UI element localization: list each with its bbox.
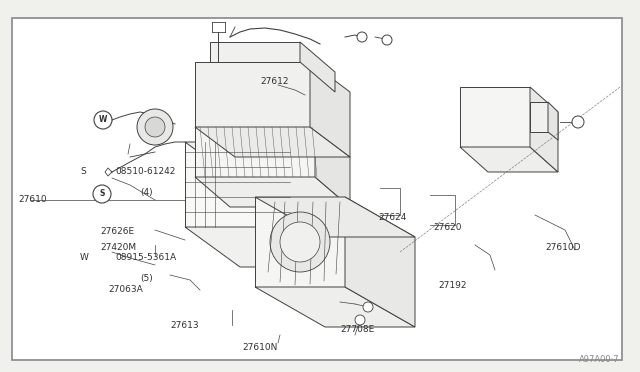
Text: 27420M: 27420M <box>100 244 136 253</box>
Text: A97A00·7: A97A00·7 <box>579 355 620 364</box>
Text: 27192: 27192 <box>438 280 467 289</box>
Circle shape <box>137 109 173 145</box>
Circle shape <box>355 315 365 325</box>
Polygon shape <box>185 142 290 227</box>
Polygon shape <box>315 127 350 207</box>
Text: W: W <box>99 115 107 125</box>
Text: 27620: 27620 <box>433 224 461 232</box>
Polygon shape <box>530 102 548 132</box>
Text: 27626E: 27626E <box>100 228 134 237</box>
Polygon shape <box>210 42 300 62</box>
Polygon shape <box>185 142 345 182</box>
Polygon shape <box>255 197 345 287</box>
Text: 27612: 27612 <box>260 77 289 87</box>
Polygon shape <box>345 197 415 327</box>
Polygon shape <box>530 87 558 172</box>
Text: W: W <box>80 253 89 263</box>
Polygon shape <box>300 42 335 92</box>
Text: 27610N: 27610N <box>242 343 277 353</box>
Polygon shape <box>195 62 310 127</box>
Polygon shape <box>310 62 350 157</box>
Circle shape <box>572 116 584 128</box>
Text: 08915-5361A: 08915-5361A <box>115 253 176 263</box>
Polygon shape <box>195 177 350 207</box>
Text: 27610: 27610 <box>18 196 47 205</box>
Ellipse shape <box>270 212 330 272</box>
Polygon shape <box>460 87 530 147</box>
Text: S: S <box>99 189 105 199</box>
Text: 27624: 27624 <box>378 214 406 222</box>
Polygon shape <box>185 227 345 267</box>
Polygon shape <box>195 127 315 177</box>
Text: 27708E: 27708E <box>340 326 374 334</box>
Polygon shape <box>460 147 558 172</box>
Circle shape <box>93 185 111 203</box>
Text: 27063A: 27063A <box>108 285 143 295</box>
Polygon shape <box>255 197 415 237</box>
Text: (5): (5) <box>140 273 153 282</box>
Polygon shape <box>195 127 350 157</box>
Text: S: S <box>80 167 86 176</box>
Text: 27610D: 27610D <box>545 244 580 253</box>
Circle shape <box>357 32 367 42</box>
Polygon shape <box>290 142 345 267</box>
Circle shape <box>382 35 392 45</box>
Polygon shape <box>255 287 415 327</box>
Text: 08510-61242: 08510-61242 <box>115 167 175 176</box>
Text: (4): (4) <box>140 189 152 198</box>
Text: 27613: 27613 <box>170 321 198 330</box>
Circle shape <box>145 117 165 137</box>
Polygon shape <box>548 102 558 140</box>
Circle shape <box>363 302 373 312</box>
Circle shape <box>94 111 112 129</box>
Ellipse shape <box>280 222 320 262</box>
